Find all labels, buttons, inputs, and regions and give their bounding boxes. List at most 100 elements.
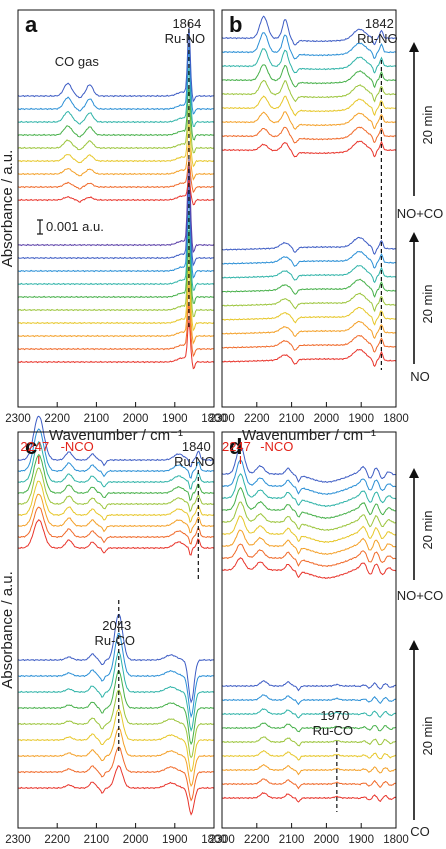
panel-b (221, 15, 397, 367)
spectrum-c-lower-4 (17, 708, 215, 773)
plot-frame-b (221, 9, 397, 408)
time-arrow-head-b-1 (409, 42, 419, 52)
x-tick-label-b-1900: 1900 (348, 413, 374, 425)
spectrum-c-lower-6 (17, 670, 215, 746)
peak-value-a-0: 1864 (172, 16, 201, 31)
spectrum-b-lower-4 (221, 306, 397, 326)
spectrum-a-upper-4 (17, 122, 215, 168)
x-tick-label-c-1800: 1800 (201, 834, 227, 846)
spectrum-b-upper-3 (221, 111, 397, 130)
nco-label-d: -NCO (260, 439, 293, 454)
x-tick-label-d-1800: 1800 (383, 834, 409, 846)
spectrum-a-lower-3 (17, 283, 215, 345)
spectrum-d-upper-9 (221, 445, 397, 483)
spectrum-d-lower-9 (221, 680, 397, 692)
time-arrow-head-d-1 (409, 468, 419, 478)
spectrum-a-upper-5 (17, 103, 215, 154)
spectrum-a-upper-1 (17, 179, 215, 206)
x-axis-title-a: Wavenumber / cm⁻¹ (49, 427, 183, 444)
spectrum-c-lower-9 (17, 613, 215, 704)
spectrum-d-lower-5 (221, 736, 397, 747)
gas-label-b-1: NO+CO (397, 206, 444, 221)
panel-c (17, 415, 215, 816)
time-label-d-2: 20 min (420, 716, 435, 755)
spectrum-c-lower-2 (17, 746, 215, 802)
peak-value-c-2: 2043 (102, 618, 131, 633)
spectrum-c-upper-2 (17, 506, 215, 545)
spectrum-d-upper-4 (221, 515, 397, 544)
time-label-b-1: 20 min (420, 105, 435, 144)
spectrum-a-lower-8 (17, 193, 215, 279)
spectrum-c-lower-3 (17, 727, 215, 787)
spectrum-b-upper-6 (221, 64, 397, 89)
gas-label-d-2: CO (410, 824, 430, 839)
spectrum-a-lower-4 (17, 265, 215, 332)
panel-letter-b: b (229, 12, 242, 37)
x-tick-label-c-2000: 2000 (123, 834, 149, 846)
nco-label-c: -NCO (61, 439, 94, 454)
spectrum-c-upper-1 (17, 519, 215, 556)
x-tick-label-a-2000: 2000 (123, 413, 149, 425)
peak-value-d-0: 1970 (320, 708, 349, 723)
x-tick-label-c-2100: 2100 (84, 834, 110, 846)
spectrum-d-upper-2 (221, 543, 397, 567)
panel-letter-a: a (25, 12, 38, 37)
spectrum-a-upper-9 (17, 27, 215, 103)
spectrum-b-lower-7 (221, 264, 397, 284)
spectrum-a-lower-6 (17, 229, 215, 304)
spectrum-d-upper-8 (221, 459, 397, 495)
x-tick-label-b-2100: 2100 (279, 413, 305, 425)
time-label-d-1: 20 min (420, 510, 435, 549)
x-tick-label-b-2200: 2200 (244, 413, 270, 425)
spectrum-d-lower-1 (221, 792, 397, 803)
x-tick-label-d-2000: 2000 (314, 834, 340, 846)
spectrum-d-lower-3 (221, 763, 397, 776)
y-axis-title-a: Absorbance / a.u. (0, 150, 16, 268)
x-tick-label-c-2300: 2300 (5, 834, 31, 846)
spectrum-a-lower-10 (17, 157, 215, 254)
spectrum-b-lower-9 (221, 236, 397, 255)
gas-label-b-2: NO (410, 369, 430, 384)
spectrum-c-upper-8 (17, 428, 215, 479)
time-label-b-2: 20 min (420, 284, 435, 323)
x-tick-label-c-2200: 2200 (44, 834, 70, 846)
plot-frame-a (17, 9, 215, 408)
peak-assignment-d-1: Ru-CO (313, 723, 353, 738)
spectrum-d-lower-4 (221, 749, 397, 761)
panel-d (221, 445, 397, 803)
spectrum-d-lower-2 (221, 778, 397, 790)
plot-frame-d (221, 431, 397, 829)
spectrum-b-lower-6 (221, 278, 397, 298)
panel-a (17, 27, 215, 370)
peak-value-c-0: 1840 (182, 439, 211, 454)
spectrum-d-lower-8 (221, 694, 397, 706)
gas-label-d-1: NO+CO (397, 588, 444, 603)
spectrum-c-upper-7 (17, 441, 215, 490)
spectrum-b-upper-8 (221, 32, 397, 60)
panel-letter-d: d (229, 434, 242, 459)
spectrum-a-lower-7 (17, 211, 215, 291)
x-tick-label-b-2300: 2300 (209, 413, 235, 425)
spectrum-c-upper-9 (17, 415, 215, 468)
peak-assignment-c-1: Ru-NO (174, 454, 214, 469)
spectrum-b-lower-8 (221, 250, 397, 269)
x-tick-label-d-2200: 2200 (244, 834, 270, 846)
spectrum-b-lower-2 (221, 334, 397, 353)
spectrum-b-upper-7 (221, 48, 397, 74)
x-tick-label-a-1800: 1800 (201, 413, 227, 425)
spectrum-b-upper-1 (221, 140, 397, 158)
spectrum-c-lower-1 (17, 765, 215, 816)
spectrum-c-upper-6 (17, 453, 215, 502)
x-tick-label-d-1900: 1900 (348, 834, 374, 846)
panel-letter-c: c (25, 434, 37, 459)
spectrum-b-upper-2 (221, 126, 397, 144)
co-gas-label: CO gas (55, 54, 100, 69)
x-tick-label-a-2100: 2100 (84, 413, 110, 425)
spectrum-c-lower-7 (17, 651, 215, 732)
spectrum-b-lower-3 (221, 320, 397, 339)
spectrum-d-lower-6 (221, 722, 397, 733)
spectrum-b-lower-1 (221, 348, 397, 367)
time-arrow-head-d-2 (409, 640, 419, 650)
spectrum-b-lower-5 (221, 292, 397, 313)
